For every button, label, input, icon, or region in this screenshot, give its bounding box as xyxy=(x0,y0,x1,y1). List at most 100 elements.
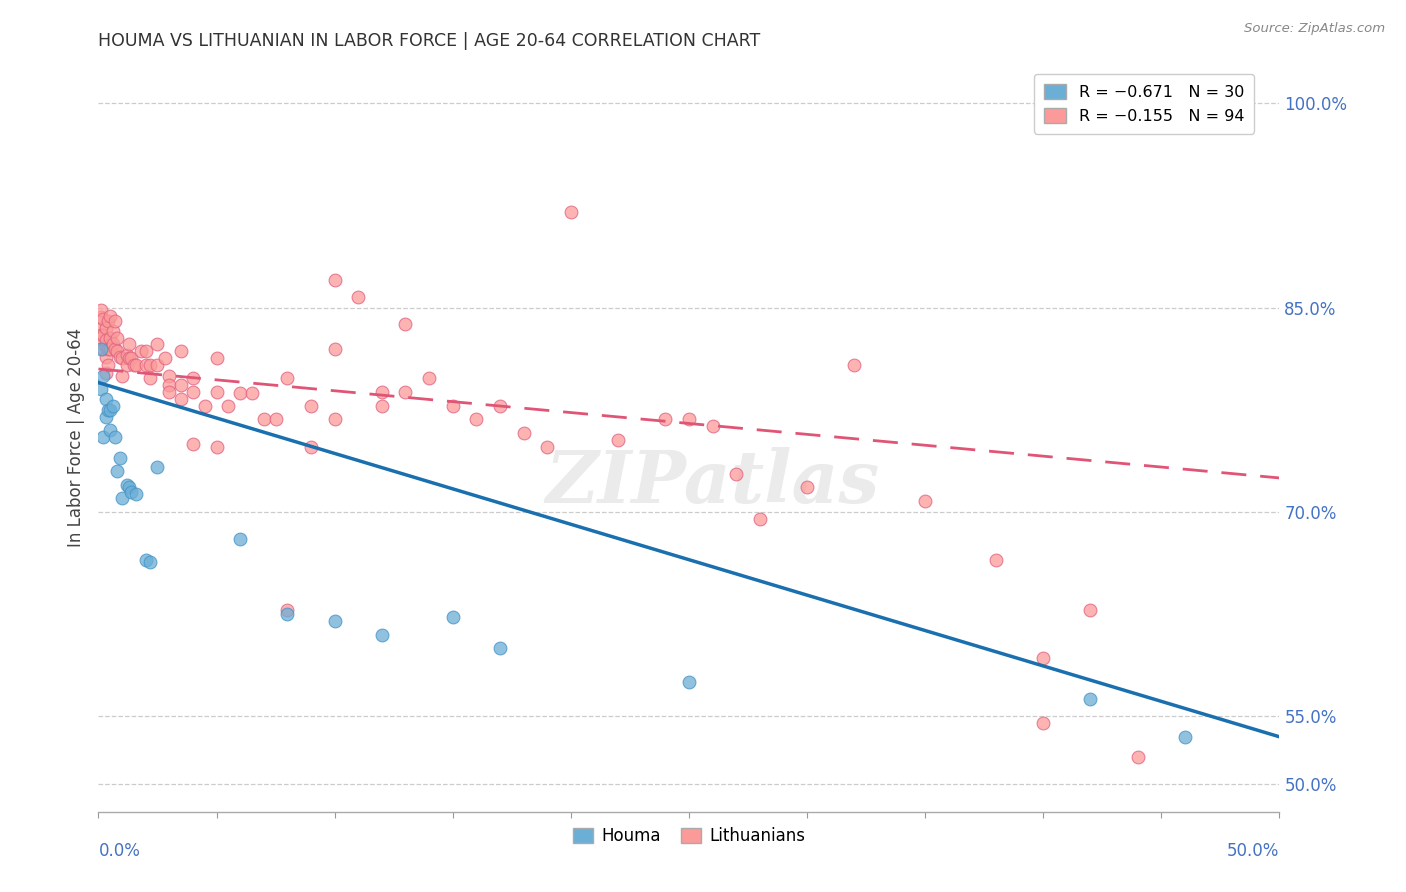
Point xyxy=(121,351,143,365)
Point xyxy=(90,321,112,335)
Point xyxy=(115,348,138,362)
Point xyxy=(1080,691,1102,706)
Point xyxy=(1080,603,1102,617)
Point xyxy=(299,399,322,413)
Point xyxy=(512,425,534,440)
Point xyxy=(98,402,121,417)
Point xyxy=(323,342,346,356)
Point xyxy=(217,399,239,413)
Point xyxy=(607,433,630,447)
Point xyxy=(108,450,131,465)
Point xyxy=(1174,730,1197,744)
Point xyxy=(139,358,162,372)
Point xyxy=(299,440,322,454)
Point xyxy=(108,350,131,364)
Point xyxy=(181,385,204,400)
Legend: Houma, Lithuanians: Houma, Lithuanians xyxy=(567,821,811,852)
Point xyxy=(205,385,228,400)
Point xyxy=(91,430,114,444)
Point xyxy=(1126,750,1149,764)
Point xyxy=(94,366,117,380)
Point xyxy=(276,603,298,617)
Point xyxy=(489,641,512,656)
Point xyxy=(371,399,394,413)
Point xyxy=(157,378,180,392)
Point xyxy=(240,386,263,401)
Point xyxy=(105,331,128,345)
Point xyxy=(323,614,346,628)
Point xyxy=(702,419,724,434)
Point xyxy=(98,342,121,356)
Point xyxy=(347,290,370,304)
Point xyxy=(1032,650,1054,665)
Point xyxy=(276,371,298,385)
Point xyxy=(1032,716,1054,731)
Point xyxy=(91,311,114,326)
Point xyxy=(157,385,180,400)
Point xyxy=(170,378,193,392)
Point xyxy=(118,481,141,495)
Point xyxy=(94,339,117,353)
Point xyxy=(90,342,112,356)
Point xyxy=(371,627,394,641)
Text: Source: ZipAtlas.com: Source: ZipAtlas.com xyxy=(1244,22,1385,36)
Point xyxy=(139,371,162,385)
Point xyxy=(121,484,143,499)
Point xyxy=(181,371,204,385)
Point xyxy=(97,402,120,417)
Text: 50.0%: 50.0% xyxy=(1227,842,1279,860)
Point xyxy=(135,358,157,372)
Point xyxy=(323,273,346,287)
Point xyxy=(441,610,464,624)
Point xyxy=(205,351,228,365)
Point xyxy=(129,344,152,359)
Point xyxy=(94,392,117,406)
Point xyxy=(111,368,134,383)
Point xyxy=(90,310,112,325)
Point xyxy=(91,368,114,383)
Point xyxy=(371,385,394,400)
Point xyxy=(111,351,134,365)
Point xyxy=(748,512,770,526)
Point xyxy=(104,430,127,444)
Point xyxy=(139,556,162,570)
Point xyxy=(115,477,138,491)
Point xyxy=(90,383,112,397)
Text: HOUMA VS LITHUANIAN IN LABOR FORCE | AGE 20-64 CORRELATION CHART: HOUMA VS LITHUANIAN IN LABOR FORCE | AGE… xyxy=(98,32,761,50)
Point xyxy=(205,440,228,454)
Point xyxy=(94,409,117,424)
Point xyxy=(122,358,145,372)
Point xyxy=(560,205,582,219)
Point xyxy=(101,399,124,413)
Point xyxy=(914,494,936,508)
Point xyxy=(105,344,128,359)
Point xyxy=(105,464,128,478)
Point xyxy=(170,344,193,359)
Point xyxy=(418,371,440,385)
Point xyxy=(229,533,252,547)
Point xyxy=(146,460,169,475)
Point xyxy=(264,412,287,426)
Point xyxy=(94,350,117,364)
Text: 0.0%: 0.0% xyxy=(98,842,141,860)
Point xyxy=(146,358,169,372)
Point xyxy=(125,487,148,501)
Point xyxy=(98,331,121,345)
Point xyxy=(94,334,117,348)
Point xyxy=(104,342,127,356)
Point xyxy=(678,675,700,690)
Point xyxy=(465,412,488,426)
Point xyxy=(844,358,866,372)
Point xyxy=(135,552,157,566)
Point xyxy=(94,321,117,335)
Point xyxy=(135,344,157,359)
Point xyxy=(90,303,112,318)
Point xyxy=(97,358,120,372)
Point xyxy=(394,317,416,331)
Y-axis label: In Labor Force | Age 20-64: In Labor Force | Age 20-64 xyxy=(66,327,84,547)
Point xyxy=(678,412,700,426)
Point xyxy=(157,368,180,383)
Point xyxy=(98,423,121,437)
Point xyxy=(170,392,193,406)
Point xyxy=(101,337,124,351)
